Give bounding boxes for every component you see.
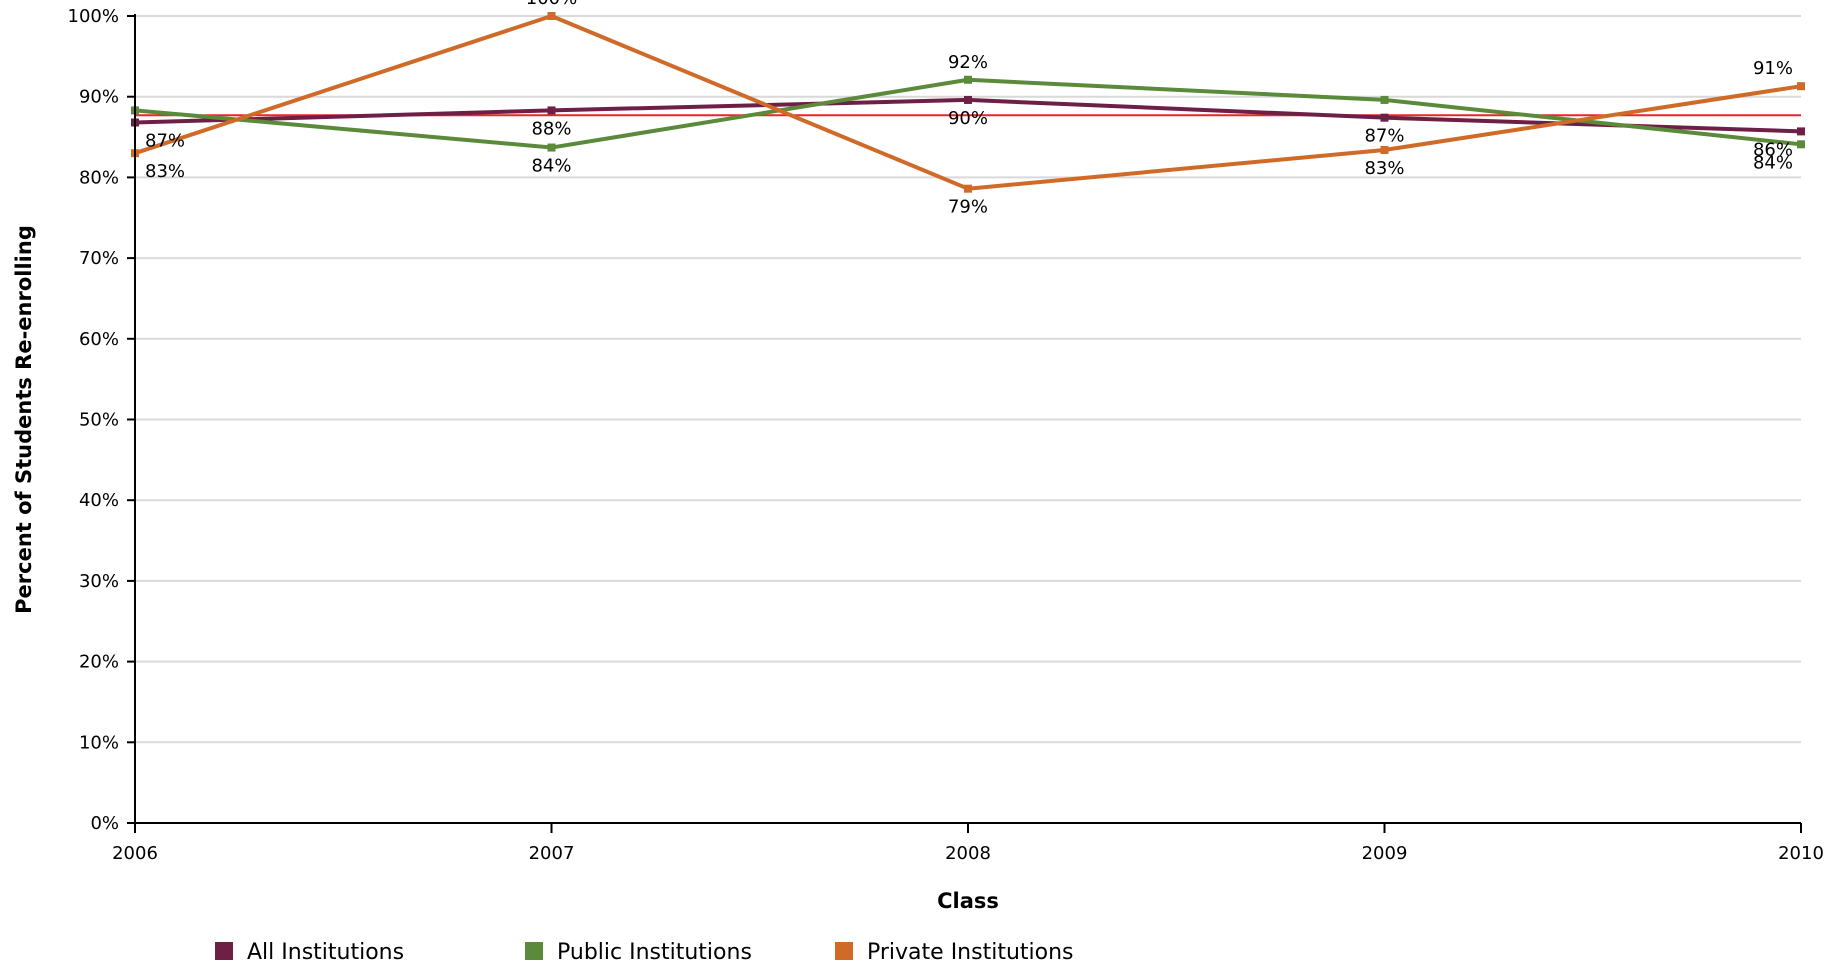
y-tick-label: 20% bbox=[79, 652, 119, 673]
x-tick-label: 2007 bbox=[529, 843, 575, 864]
data-label: 79% bbox=[948, 197, 988, 218]
data-point bbox=[1380, 95, 1389, 104]
data-label: 88% bbox=[531, 118, 571, 139]
x-axis-title: Class bbox=[937, 889, 999, 913]
legend-swatch bbox=[215, 942, 233, 960]
legend-label: Private Institutions bbox=[867, 940, 1074, 965]
x-tick-label: 2006 bbox=[112, 843, 158, 864]
legend-label: All Institutions bbox=[247, 940, 404, 965]
x-tick-label: 2009 bbox=[1362, 843, 1408, 864]
data-point bbox=[964, 75, 972, 84]
data-label: 92% bbox=[948, 52, 988, 73]
data-point bbox=[1380, 145, 1389, 154]
data-label: 83% bbox=[1364, 158, 1404, 179]
y-tick-label: 50% bbox=[79, 410, 119, 431]
y-tick-labels: 0% 10% 20% 30% 40% 50% 60% 70% 80% 90% 100% bbox=[68, 6, 135, 834]
y-tick-label: 10% bbox=[79, 732, 119, 753]
data-point bbox=[547, 106, 556, 115]
y-tick-label: 60% bbox=[79, 329, 119, 350]
data-label: 87% bbox=[1364, 126, 1404, 147]
data-point bbox=[1797, 140, 1805, 149]
y-tick-label: 90% bbox=[79, 87, 119, 108]
y-tick-label: 100% bbox=[68, 6, 119, 27]
y-tick-label: 0% bbox=[90, 813, 119, 834]
y-tick-label: 40% bbox=[79, 490, 119, 511]
data-point bbox=[547, 143, 556, 152]
data-label: 87% bbox=[145, 131, 185, 152]
data-labels: 87%88%90%87%86%84%92%84%83%100%79%83%91% bbox=[145, 0, 1793, 218]
legend-swatch bbox=[835, 942, 853, 960]
series-lines bbox=[131, 12, 1805, 193]
y-tick-label: 80% bbox=[79, 167, 119, 188]
data-point bbox=[964, 95, 972, 104]
data-label: 83% bbox=[145, 161, 185, 182]
data-point bbox=[547, 12, 556, 20]
data-label: 86% bbox=[1753, 139, 1793, 160]
legend: All Institutions Public Institutions Priva… bbox=[215, 940, 1074, 965]
data-label: 100% bbox=[526, 0, 577, 9]
data-point bbox=[1797, 127, 1805, 136]
data-label: 84% bbox=[1753, 152, 1793, 173]
y-tick-label: 70% bbox=[79, 248, 119, 269]
data-label: 84% bbox=[531, 156, 571, 177]
y-tick-label: 30% bbox=[79, 571, 119, 592]
x-tick-label: 2008 bbox=[945, 843, 991, 864]
x-tick-label: 2010 bbox=[1778, 843, 1824, 864]
data-point bbox=[964, 184, 972, 193]
y-axis-title: Percent of Students Re-enrolling bbox=[12, 225, 36, 614]
data-label: 91% bbox=[1753, 58, 1793, 79]
x-tick-labels: 2006 2007 2008 2009 2010 bbox=[112, 823, 1824, 864]
data-label: 90% bbox=[948, 108, 988, 129]
data-point bbox=[1380, 113, 1389, 122]
legend-label: Public Institutions bbox=[557, 940, 752, 965]
data-point bbox=[1797, 82, 1805, 91]
legend-swatch bbox=[525, 942, 543, 960]
